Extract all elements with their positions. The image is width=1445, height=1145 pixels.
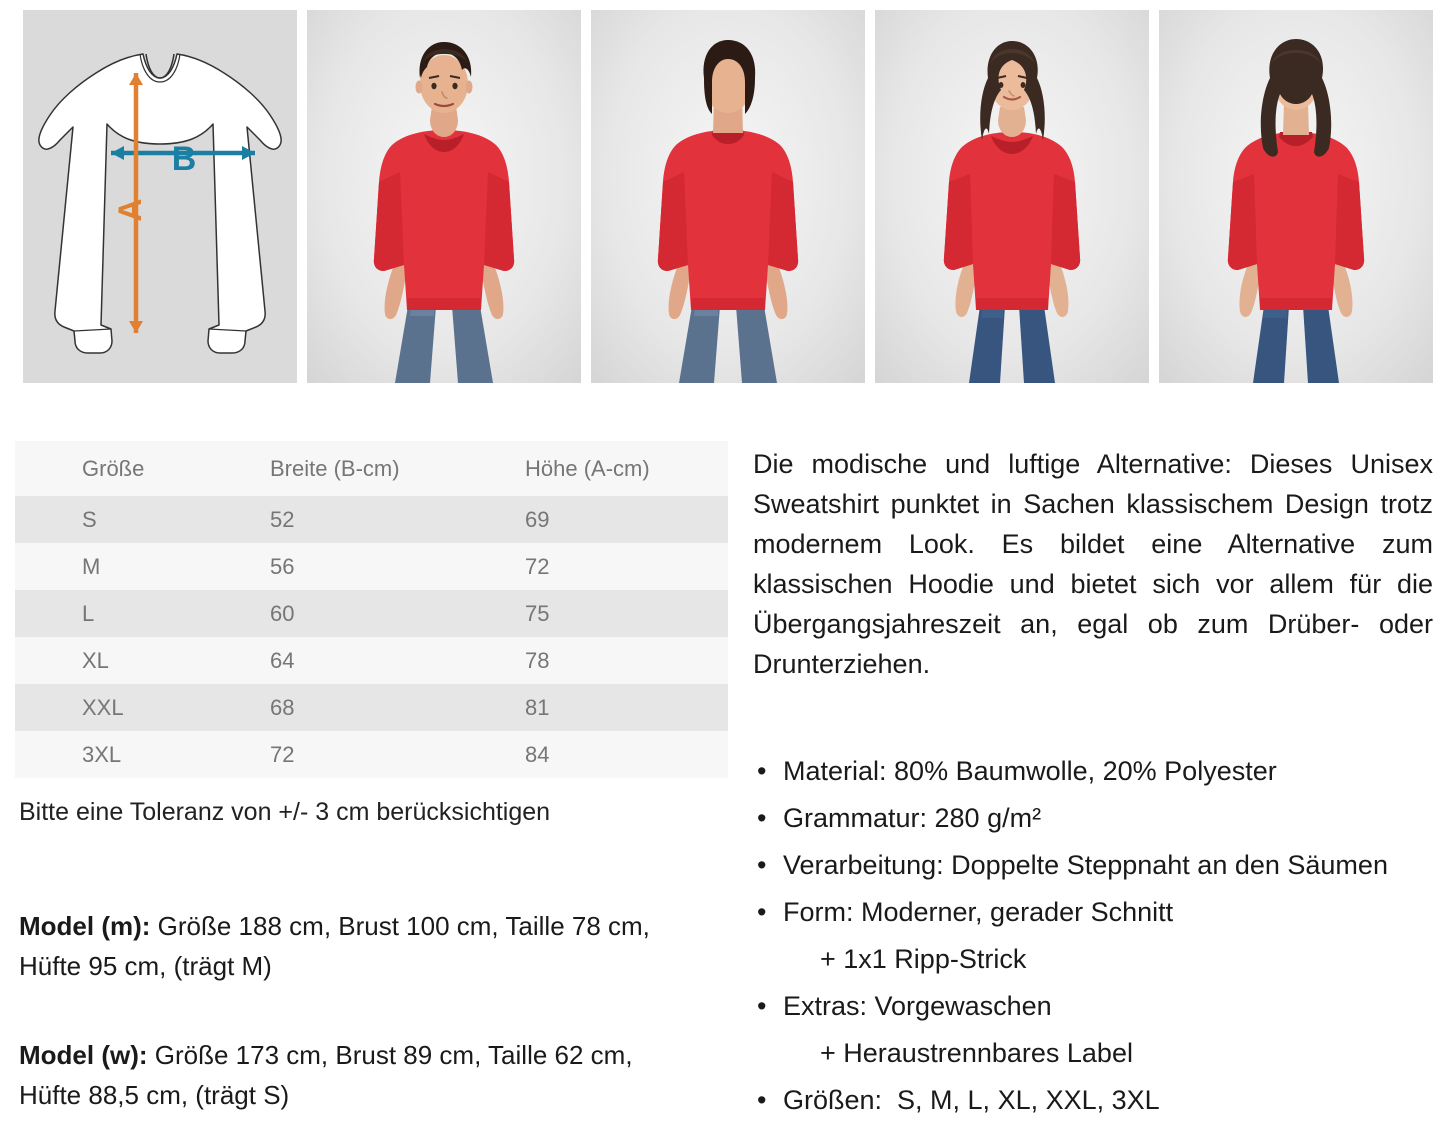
svg-text:A: A xyxy=(112,198,148,221)
svg-text:B: B xyxy=(172,140,197,178)
